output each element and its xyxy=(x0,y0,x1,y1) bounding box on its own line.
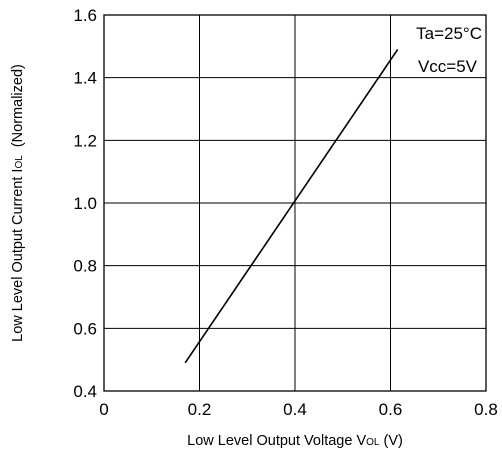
y-tick-label: 0.8 xyxy=(73,257,97,276)
x-axis-label: Low Level Output Voltage VOL (V) xyxy=(187,433,403,449)
series-layer xyxy=(184,49,399,364)
plot-area-frame xyxy=(103,14,487,392)
y-tick-label: 0.4 xyxy=(73,382,97,401)
grid xyxy=(104,15,486,391)
y-tick-label: 0.6 xyxy=(73,319,97,338)
y-tick-label: 1.2 xyxy=(73,131,97,150)
y-tick-label: 1.6 xyxy=(73,6,97,25)
x-axis-label-subscript: OL xyxy=(366,437,380,448)
annotation-temperature: Ta=25°C xyxy=(416,24,482,43)
x-tick-labels: 0 0.2 0.4 0.6 0.8 xyxy=(99,400,498,419)
x-tick-label: 0 xyxy=(99,400,108,419)
y-axis-label: Low Level Output Current IOL (Normalized… xyxy=(10,64,26,342)
x-tick-label: 0.4 xyxy=(283,400,307,419)
x-tick-label: 0.6 xyxy=(379,400,403,419)
annotation-supply-voltage: Vcc=5V xyxy=(418,57,478,76)
y-tick-label: 1.0 xyxy=(73,194,97,213)
x-axis-label-unit: (V) xyxy=(379,433,402,449)
y-axis-label-subscript: OL xyxy=(14,155,25,169)
x-tick-label: 0.2 xyxy=(188,400,212,419)
x-tick-label: 0.8 xyxy=(474,400,498,419)
y-tick-labels: 0.4 0.6 0.8 1.0 1.2 1.4 1.6 xyxy=(73,6,97,401)
series-line-0 xyxy=(184,49,399,364)
y-tick-label: 1.4 xyxy=(73,69,97,88)
x-axis-label-main: Low Level Output Voltage V xyxy=(187,433,366,449)
y-axis-label-main: Low Level Output Current I xyxy=(10,169,26,342)
y-axis-label-unit: (Normalized) xyxy=(10,64,26,155)
